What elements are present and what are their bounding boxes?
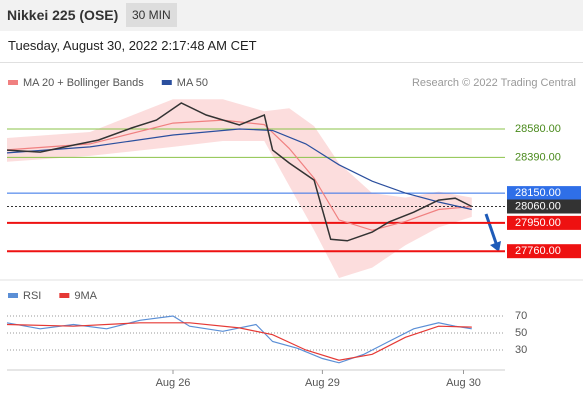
level-label: 28580.00	[515, 123, 561, 135]
level-label: 27760.00	[515, 245, 561, 257]
legend-swatch	[8, 293, 18, 298]
legend-label: 9MA	[74, 290, 97, 302]
legend-label: MA 20 + Bollinger Bands	[23, 77, 144, 89]
level-box	[507, 215, 581, 230]
interval-button[interactable]: 30 MIN	[126, 3, 177, 27]
legend-label: RSI	[23, 290, 41, 302]
price-line	[6, 102, 473, 242]
y-tick-label: 30	[515, 344, 527, 356]
x-tick-label: Aug 26	[156, 377, 191, 389]
source-note: Research © 2022 Trading Central	[412, 77, 576, 89]
series-line	[6, 322, 472, 361]
header-bar: Nikkei 225 (OSE) 30 MIN	[0, 0, 583, 31]
y-tick-label: 70	[515, 310, 527, 322]
level-box	[507, 186, 581, 201]
level-label: 27950.00	[515, 217, 561, 229]
level-label: 28060.00	[515, 200, 561, 212]
y-tick-label: 50	[515, 327, 527, 339]
legend-label: MA 50	[177, 77, 208, 89]
series-line	[6, 128, 472, 211]
series-line	[6, 119, 472, 231]
x-tick-label: Aug 30	[446, 377, 481, 389]
instrument-title: Nikkei 225 (OSE)	[7, 7, 119, 23]
legend-swatch	[8, 80, 18, 85]
forecast-arrowhead	[490, 241, 501, 252]
series-line	[6, 315, 472, 364]
level-label: 28150.00	[515, 187, 561, 199]
legend-swatch	[59, 293, 70, 298]
legend-swatch	[161, 80, 172, 85]
level-box	[507, 199, 581, 214]
x-tick-label: Aug 29	[305, 377, 340, 389]
level-box	[507, 244, 581, 259]
timestamp: Tuesday, August 30, 2022 2:17:48 AM CET	[8, 38, 257, 53]
forecast-arrow	[484, 213, 499, 247]
chart: MA 20 + Bollinger Bands MA 50 Research © 2…	[0, 62, 583, 389]
level-label: 28390.00	[515, 151, 561, 163]
bollinger-band	[7, 99, 472, 278]
